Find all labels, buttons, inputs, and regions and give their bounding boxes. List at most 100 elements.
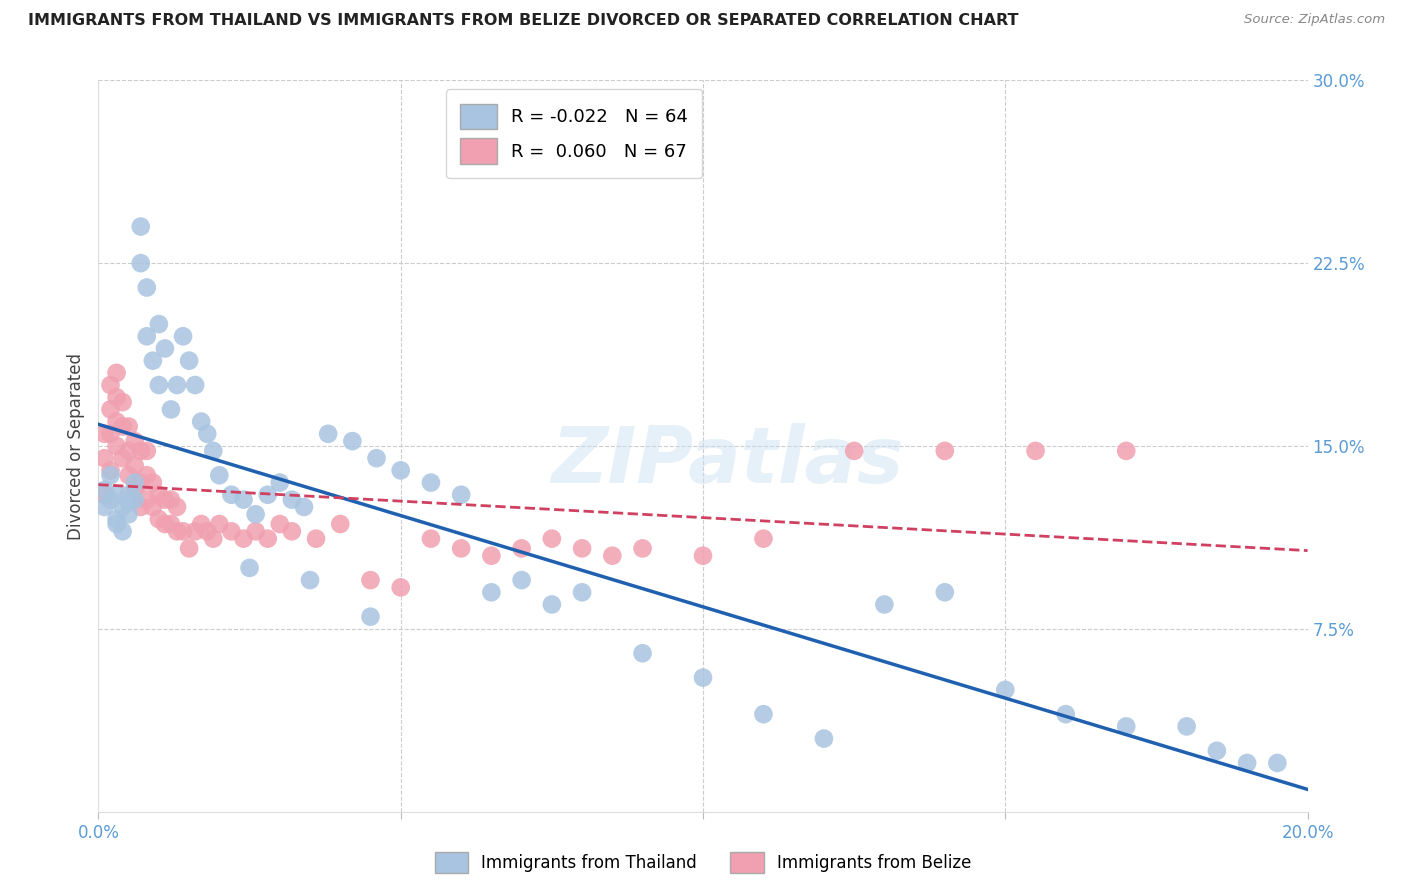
Point [752,532,775,546]
Point [420,532,443,546]
Point [105,415,128,429]
Point [105,516,128,531]
Text: ZIPatlas: ZIPatlas [551,423,903,499]
Point [1024,443,1046,458]
Point [540,532,562,546]
Point [256,488,278,502]
Point [160,402,183,417]
Point [172,524,194,539]
Point [1267,756,1289,770]
Point [202,532,225,546]
Point [135,492,157,507]
Point [135,280,157,294]
Point [602,549,624,563]
Point [1236,756,1258,770]
Point [118,468,141,483]
Point [111,419,134,434]
Point [93,451,115,466]
Point [118,488,141,502]
Point [100,426,122,441]
Point [631,541,654,556]
Point [1115,443,1137,458]
Point [994,682,1017,697]
Legend: R = -0.022   N = 64, R =  0.060   N = 67: R = -0.022 N = 64, R = 0.060 N = 67 [446,89,703,178]
Point [166,500,188,514]
Point [510,573,533,587]
Point [245,508,267,522]
Point [202,443,225,458]
Point [166,378,188,392]
Point [124,458,146,473]
Point [105,488,128,502]
Point [245,524,267,539]
Point [221,488,243,502]
Point [692,671,714,685]
Point [692,549,714,563]
Point [752,707,775,722]
Point [934,443,956,458]
Point [256,532,278,546]
Point [129,256,152,270]
Point [124,475,146,490]
Point [195,524,218,539]
Point [281,492,304,507]
Point [179,353,201,368]
Point [450,488,472,502]
Point [389,463,412,477]
Point [166,524,188,539]
Point [142,500,165,514]
Point [111,500,134,514]
Point [105,390,128,404]
Point [153,492,176,507]
Point [190,415,212,429]
Point [342,434,364,449]
Point [1054,707,1077,722]
Point [129,219,152,234]
Y-axis label: Divorced or Separated: Divorced or Separated [66,352,84,540]
Point [305,532,328,546]
Point [148,378,170,392]
Point [135,468,157,483]
Point [148,488,170,502]
Point [100,468,122,483]
Point [142,475,165,490]
Point [93,488,115,502]
Point [118,419,141,434]
Point [292,500,315,514]
Point [142,353,165,368]
Point [873,598,896,612]
Point [153,516,176,531]
Point [124,483,146,497]
Point [360,609,382,624]
Point [190,516,212,531]
Point [1115,719,1137,733]
Point [153,342,176,356]
Point [100,492,122,507]
Point [160,492,183,507]
Point [124,492,146,507]
Point [450,541,472,556]
Point [269,475,291,490]
Point [540,598,562,612]
Point [631,646,654,660]
Point [111,451,134,466]
Point [148,317,170,331]
Point [360,573,382,587]
Point [232,492,254,507]
Point [129,443,152,458]
Point [172,329,194,343]
Text: IMMIGRANTS FROM THAILAND VS IMMIGRANTS FROM BELIZE DIVORCED OR SEPARATED CORRELA: IMMIGRANTS FROM THAILAND VS IMMIGRANTS F… [28,13,1018,29]
Point [1206,744,1229,758]
Point [105,512,128,526]
Point [118,495,141,509]
Point [389,581,412,595]
Point [100,402,122,417]
Point [316,426,339,441]
Point [118,508,141,522]
Point [100,463,122,477]
Point [184,524,207,539]
Point [481,549,503,563]
Point [179,541,201,556]
Point [93,426,115,441]
Point [299,573,322,587]
